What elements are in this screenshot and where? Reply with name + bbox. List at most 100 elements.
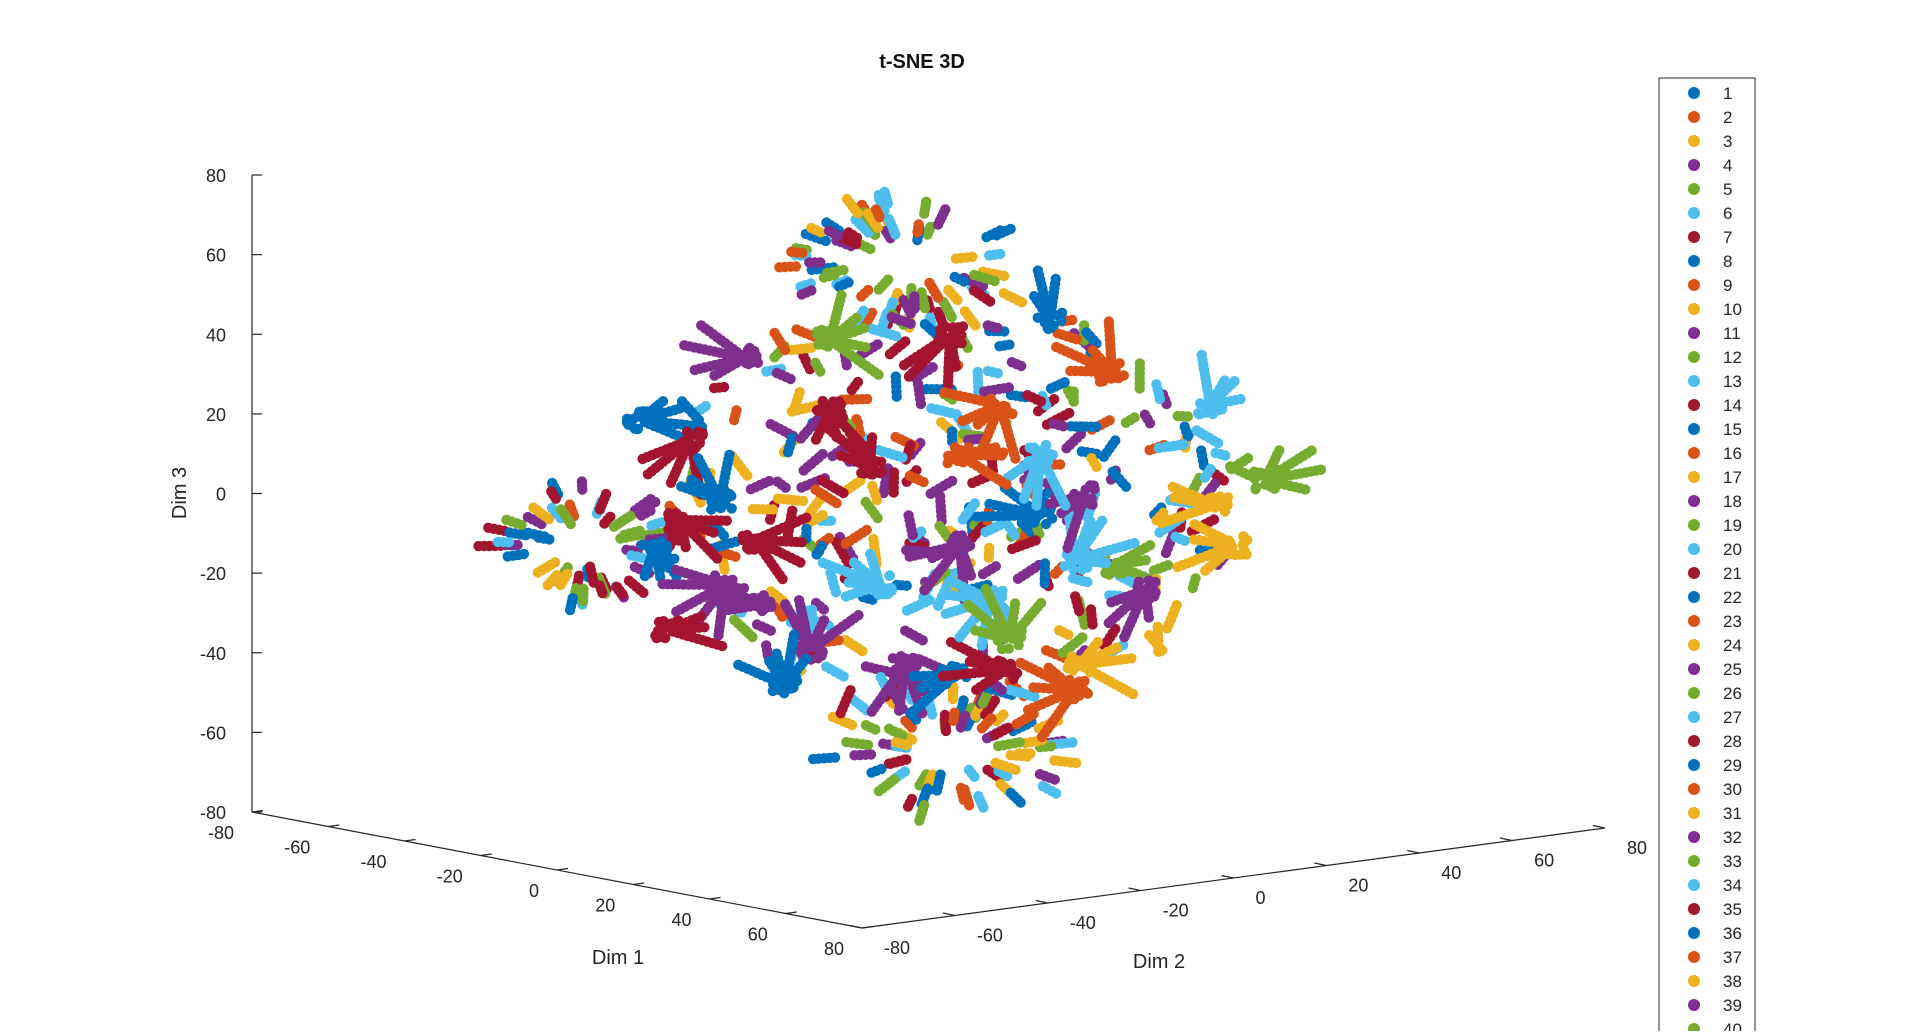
x-tick-mark <box>709 896 721 900</box>
z-tick-label: -60 <box>200 723 226 743</box>
scatter-point <box>939 709 951 721</box>
scatter-point <box>1064 407 1075 419</box>
legend-marker <box>1688 687 1700 699</box>
x-tick-mark <box>251 809 264 813</box>
scatter-point <box>1085 480 1096 491</box>
legend-marker <box>1688 303 1700 315</box>
scatter-point <box>992 368 1003 379</box>
scatter-point <box>791 324 802 335</box>
y-tick-label: 40 <box>1441 863 1461 883</box>
scatter-point <box>1073 605 1085 617</box>
x-tick-mark <box>404 838 416 842</box>
legend-entry: 37 <box>1723 948 1742 967</box>
y-tick-label: -60 <box>977 926 1003 946</box>
scatter-point <box>728 414 740 426</box>
scatter-point <box>1190 573 1201 584</box>
scatter-point <box>1111 642 1122 653</box>
x-tick-mark <box>861 925 874 929</box>
scatter-point <box>871 495 883 506</box>
scatter-point <box>1106 597 1117 608</box>
scatter-point <box>1048 418 1059 429</box>
scatter-point <box>851 312 862 324</box>
scatter-point <box>708 382 720 394</box>
x-tick-mark <box>785 911 797 915</box>
scatter-point <box>555 579 566 591</box>
scatter-point <box>1044 498 1056 510</box>
scatter-point <box>1134 383 1145 394</box>
scatter-point <box>709 370 720 381</box>
scatter-point <box>708 527 719 538</box>
scatter-point <box>970 320 981 331</box>
scatter-point <box>921 196 932 207</box>
scatter-point <box>597 587 608 599</box>
legend-entry: 21 <box>1723 564 1742 583</box>
scatter-point <box>806 222 817 234</box>
scatter-point <box>492 536 504 548</box>
scatter-point <box>744 532 755 543</box>
scatter-point <box>835 450 846 461</box>
scatter-point <box>1059 561 1071 572</box>
scatter-point <box>939 387 950 398</box>
scatter-point <box>848 557 860 568</box>
scatter-point <box>972 366 983 378</box>
scatter-point <box>578 595 589 607</box>
scatter-point <box>712 553 723 564</box>
scatter-point <box>671 606 682 617</box>
legend-marker <box>1688 87 1700 99</box>
scatter-point <box>1001 479 1012 490</box>
scatter-point <box>996 684 1007 696</box>
scatter-point <box>898 360 910 371</box>
scatter-point <box>918 476 929 488</box>
scatter-point <box>898 295 909 306</box>
legend-marker <box>1688 999 1700 1011</box>
legend-entry: 38 <box>1723 972 1742 991</box>
scatter-point <box>905 708 916 719</box>
scatter-point <box>1061 443 1072 454</box>
scatter-point <box>733 659 744 670</box>
scatter-point <box>867 323 878 335</box>
z-tick-label: -80 <box>200 803 226 823</box>
scatter-point <box>1015 797 1026 808</box>
scatter-point <box>1007 408 1018 419</box>
scatter-point <box>1200 565 1211 576</box>
scatter-point <box>849 750 860 761</box>
y-tick-mark <box>849 924 863 929</box>
legend-entry: 13 <box>1723 372 1742 391</box>
scatter-point <box>657 396 669 407</box>
scatter-point <box>786 246 797 257</box>
scatter-point <box>1087 499 1098 510</box>
scatter-point <box>719 498 731 509</box>
scatter-point <box>680 541 691 553</box>
scatter-point <box>873 786 885 797</box>
scatter-point <box>958 794 969 805</box>
scatter-point <box>761 366 772 377</box>
scatter-point <box>1196 349 1207 361</box>
scatter-point <box>1143 575 1154 586</box>
legend-marker <box>1688 135 1700 147</box>
scatter-point <box>932 292 944 303</box>
scatter-point <box>1194 409 1205 420</box>
y-tick-label: 20 <box>1348 876 1368 896</box>
scatter-point <box>1251 482 1262 493</box>
scatter-point <box>780 482 791 493</box>
scatter-point <box>919 303 931 314</box>
scatter-point <box>1120 417 1132 428</box>
scatter-point <box>1100 557 1112 569</box>
scatter-point <box>1050 788 1062 799</box>
scatter-point <box>1158 507 1169 519</box>
scatter-point <box>657 578 668 590</box>
scatter-point <box>721 515 732 526</box>
scatter-point <box>645 494 656 505</box>
y-tick-label: 60 <box>1534 851 1554 871</box>
scatter-point <box>866 432 878 443</box>
scatter-point <box>1087 345 1099 356</box>
scatter-point <box>1016 297 1028 308</box>
scatter-point <box>1148 565 1160 576</box>
scatter-point <box>865 548 876 560</box>
scatter-points <box>473 186 1327 826</box>
scatter-point <box>860 661 872 672</box>
scatter-point <box>504 527 515 538</box>
scatter-point <box>795 557 806 568</box>
legend-marker <box>1688 663 1700 675</box>
scatter-point <box>945 637 957 648</box>
